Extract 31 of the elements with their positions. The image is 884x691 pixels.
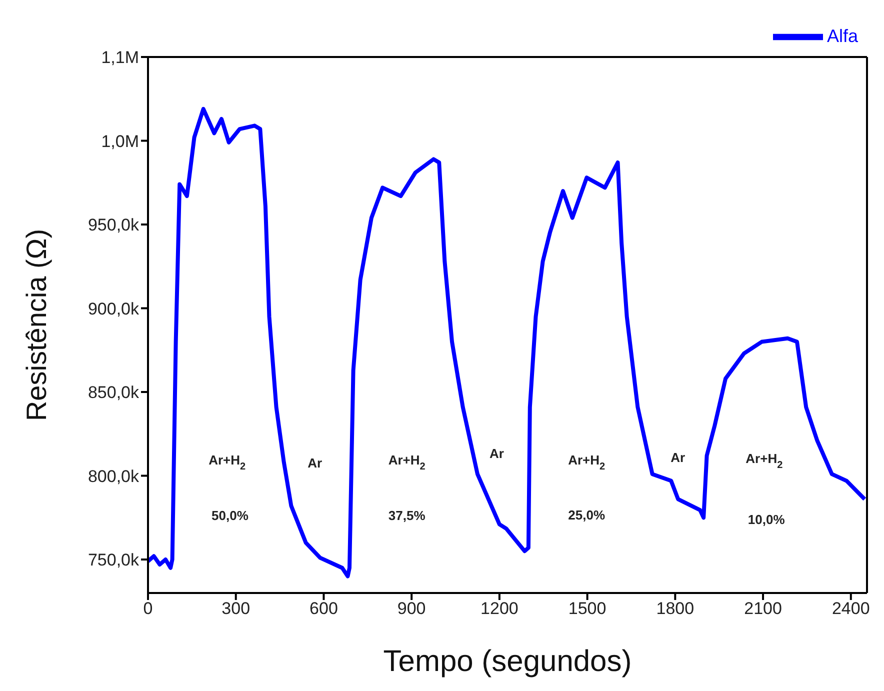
annotation: Ar+H$_{2}$ [208,453,246,473]
annotation: 10,0% [748,512,786,528]
annotation: Ar+H$_{2}$ [388,453,426,473]
x-tick-label: 600 [310,599,338,618]
y-tick-label: 950,0k [88,216,140,235]
legend-label: Alfa [826,26,858,46]
y-axis-title: Resistência (Ω) [20,228,52,422]
x-tick-label: 900 [397,599,426,618]
annotation: Ar+H$_{2}$ [746,452,784,472]
line-series [148,106,867,578]
x-tick-label: 2100 [744,599,782,618]
x-tick-label: 0 [143,599,153,618]
annotation: Ar+H$_{2}$ [568,453,606,473]
annotation: Ar [489,446,504,462]
annotation: 37,5% [388,508,426,524]
y-tick-label: 750,0k [88,550,140,570]
annotation: 25,0% [568,508,606,523]
annotation: Ar [670,450,686,466]
annotation: 50,0% [212,508,249,524]
x-tick-label: 300 [222,599,250,618]
x-tick-label: 2400 [832,599,870,618]
y-tick-label: 1,1M [101,48,139,68]
y-tick-label: 1,0M [101,132,139,151]
x-tick-label: 1500 [568,599,606,618]
annotation: Ar [308,456,322,471]
x-axis-title: Tempo (segundos) [383,645,632,678]
x-tick-label: 1200 [480,599,518,618]
x-tick-label: 1800 [656,599,694,618]
y-tick-label: 800,0k [88,466,140,486]
y-tick-label: 850,0k [88,383,140,402]
y-tick-label: 900,0k [88,299,140,318]
